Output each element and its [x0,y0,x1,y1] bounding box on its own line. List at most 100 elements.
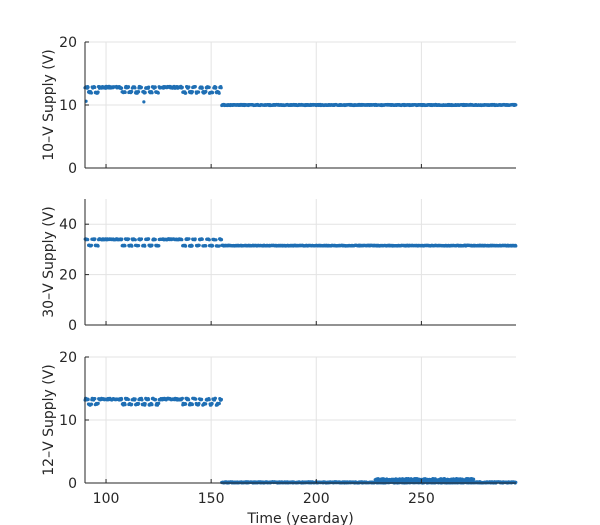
data-point [180,85,184,89]
y-axis-label: 30–V Supply (V) [41,206,57,318]
data-point [193,237,197,241]
data-point [147,237,151,241]
data-point [139,237,144,241]
data-point [143,244,147,248]
data-point [472,477,476,481]
data-point [123,244,127,248]
data-point [200,397,204,401]
data-point [204,244,208,248]
data-point [213,396,217,400]
data-point [150,243,154,247]
data-point [150,403,154,407]
data-point [514,103,518,107]
data-point [126,237,131,241]
data-point [197,401,201,406]
panel-12v-supply: 0 10 20 100 150 200 250 12–V Supply (V) Time (ye… [41,350,518,525]
data-point [86,238,90,242]
data-point [89,243,94,247]
data-point [137,402,141,406]
data-point [156,91,160,95]
data-point [217,91,221,95]
data-point [147,85,151,89]
data-point [190,90,194,94]
x-tick-label: 200 [303,491,330,507]
data-point [211,244,215,248]
data-point [126,397,130,402]
data-point [133,238,137,242]
data-point [211,91,215,95]
y-tick-label: 20 [59,350,77,366]
data-point [190,402,194,407]
plot-area [85,199,516,325]
data-point [150,91,154,95]
data-point [214,238,218,242]
data-point [207,238,211,242]
data-point [153,237,157,242]
data-point [197,90,201,94]
data-point [217,244,221,248]
data-point [200,86,204,90]
y-tick-label: 0 [68,476,77,492]
data-point [137,90,141,94]
data-point [219,86,223,90]
data-point [130,402,134,406]
data-point [146,397,151,402]
data-point [93,397,97,401]
data-point [204,90,208,94]
data-point [204,402,208,406]
data-point [143,402,147,406]
data-point [193,85,197,89]
data-point [123,90,127,94]
data-point [89,402,94,406]
data-point [126,85,131,89]
data-point [139,85,143,89]
data-point [133,397,137,401]
data-point [184,244,188,248]
data-point [96,401,100,405]
data-point [187,237,191,241]
data-point [142,100,146,104]
data-point [86,85,90,89]
data-point [86,397,90,402]
data-point [219,397,223,402]
y-tick-label: 20 [59,35,77,51]
data-point [123,403,127,407]
data-point [214,85,218,89]
y-tick-label: 10 [59,98,77,114]
data-point [153,85,157,89]
data-point [184,402,188,406]
data-point [89,91,93,95]
x-tick-label: 250 [408,491,435,507]
data-point [197,243,201,247]
data-point [180,396,184,400]
data-point [207,398,211,402]
data-point [133,86,137,90]
data-series [83,237,518,248]
x-tick-label: 150 [198,491,225,507]
data-point [130,244,134,248]
y-tick-label: 40 [59,217,77,233]
data-point [120,86,124,90]
y-axis-label: 10–V Supply (V) [41,49,57,161]
y-axis-label: 12–V Supply (V) [41,364,57,476]
y-tick-label: 0 [68,318,77,334]
y-tick-label: 10 [59,413,77,429]
data-point [96,244,100,248]
data-point [184,91,188,95]
data-point [187,85,191,89]
x-axis-label: Time (yearday) [246,511,353,525]
data-point [194,397,198,401]
data-point [207,85,211,89]
data-point [157,244,161,248]
data-point [180,238,184,242]
data-point [140,398,144,402]
data-point [200,237,204,241]
x-tick-label: 100 [93,491,120,507]
data-point [93,85,97,89]
data-point [187,398,191,402]
data-series [83,84,518,108]
y-tick-label: 20 [59,268,77,284]
